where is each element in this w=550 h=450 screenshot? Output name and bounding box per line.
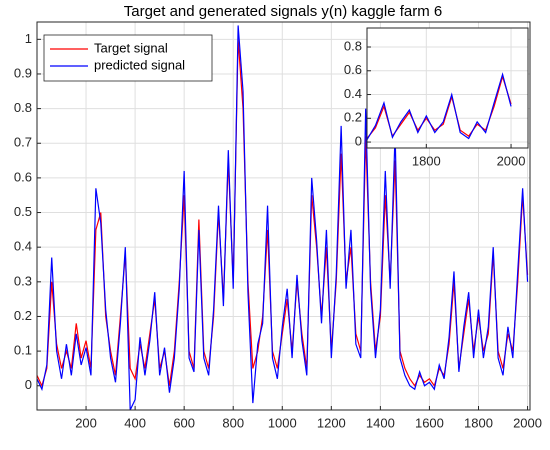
x-tick-label: 200 bbox=[75, 415, 97, 430]
y-tick-label: 0.4 bbox=[344, 86, 362, 101]
y-tick-label: 0.2 bbox=[14, 308, 32, 323]
x-tick-label: 1800 bbox=[412, 153, 441, 168]
x-tick-label: 1600 bbox=[415, 415, 444, 430]
y-tick-label: 0.2 bbox=[344, 110, 362, 125]
series-line bbox=[37, 25, 529, 410]
x-tick-label: 1000 bbox=[268, 415, 297, 430]
legend-box bbox=[43, 34, 213, 82]
x-tick-label: 2000 bbox=[497, 153, 526, 168]
legend-label: Target signal bbox=[94, 40, 168, 55]
legend: Target signal predicted signal bbox=[43, 34, 213, 82]
x-tick-label: 2000 bbox=[513, 415, 542, 430]
plot-area bbox=[367, 28, 528, 148]
y-tick-label: 0.5 bbox=[14, 204, 32, 219]
y-tick-label: 1 bbox=[25, 31, 32, 46]
series-line bbox=[367, 72, 512, 140]
y-tick-label: 0.9 bbox=[14, 65, 32, 80]
lines bbox=[367, 72, 512, 140]
y-tick-label: 0.6 bbox=[344, 62, 362, 77]
y-tick-label: 0.6 bbox=[14, 169, 32, 184]
chart-title: Target and generated signals y(n) kaggle… bbox=[124, 3, 443, 20]
x-tick-label: 800 bbox=[222, 415, 244, 430]
y-tick-label: 0.3 bbox=[14, 273, 32, 288]
axes: 0 0.2 0.4 0.6 0.8 1800 2000 bbox=[344, 27, 529, 168]
y-tick-label: 0 bbox=[355, 133, 362, 148]
y-tick-label: 0.8 bbox=[344, 38, 362, 53]
x-tick-label: 1400 bbox=[366, 415, 395, 430]
legend-label: predicted signal bbox=[94, 57, 185, 72]
axes-frame bbox=[36, 21, 531, 411]
x-tick-label: 1200 bbox=[317, 415, 346, 430]
y-tick-label: 0 bbox=[25, 377, 32, 392]
axes-frame bbox=[366, 27, 529, 149]
y-tick-label: 0.4 bbox=[14, 239, 32, 254]
y-tick-label: 0.7 bbox=[14, 135, 32, 150]
lines bbox=[37, 25, 529, 410]
x-tick-label: 600 bbox=[173, 415, 195, 430]
x-tick-label: 400 bbox=[124, 415, 146, 430]
y-tick-label: 0.1 bbox=[14, 343, 32, 358]
y-tick-label: 0.8 bbox=[14, 100, 32, 115]
x-tick-label: 1800 bbox=[464, 415, 493, 430]
